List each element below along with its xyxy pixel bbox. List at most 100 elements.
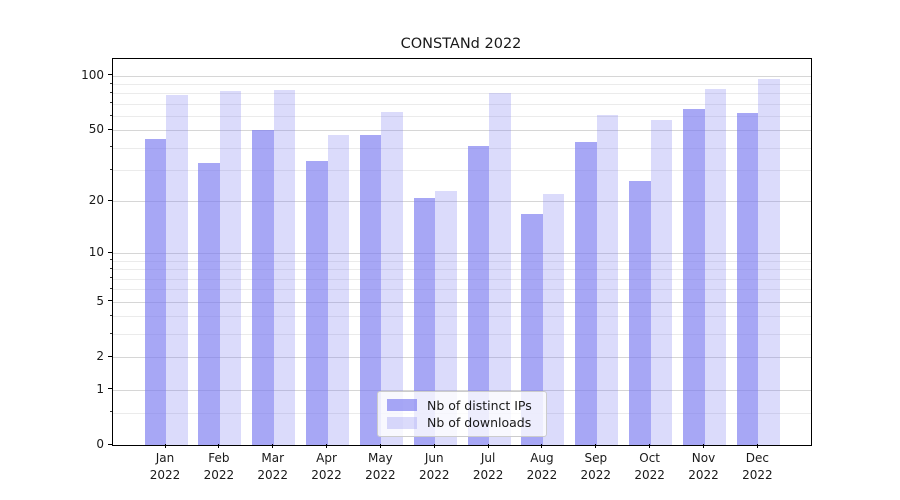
y-gridline-minor	[113, 84, 811, 86]
bar-downloads-may	[381, 112, 403, 445]
y-minor-tick-mark	[109, 168, 112, 170]
y-tick-mark	[108, 199, 112, 201]
bar-distinct-ips-nov	[683, 108, 705, 445]
bar-distinct-ips-jan	[144, 138, 166, 445]
legend-label-downloads: Nb of downloads	[427, 415, 532, 431]
y-gridline-minor	[113, 334, 811, 336]
bar-downloads-feb	[219, 91, 242, 445]
bar-distinct-ips-mar	[252, 130, 274, 445]
y-tick-label: 1	[96, 381, 104, 396]
y-tick-label: 2	[96, 349, 104, 364]
x-tick-label: Feb 2022	[203, 451, 235, 482]
bar-downloads-jan	[166, 95, 188, 445]
bar-downloads-mar	[273, 89, 296, 445]
y-tick-mark	[108, 251, 112, 253]
x-tick-mark	[164, 444, 166, 448]
x-tick-mark	[541, 444, 543, 448]
y-gridline-major	[113, 253, 811, 255]
bar-downloads-nov	[704, 88, 726, 445]
bar-distinct-ips-apr	[306, 160, 328, 445]
chart-title: CONSTANd 2022	[400, 36, 522, 52]
x-tick-label: Oct 2022	[634, 451, 665, 482]
x-tick-mark	[649, 444, 651, 448]
bar-distinct-ips-oct	[629, 181, 651, 445]
legend-swatch-downloads-icon	[387, 416, 417, 429]
x-tick-label: Sep 2022	[580, 451, 612, 482]
bar-distinct-ips-dec	[736, 113, 759, 445]
x-tick-mark	[379, 444, 381, 448]
y-gridline-minor	[113, 278, 811, 280]
bar-downloads-oct	[650, 120, 673, 445]
bar-downloads-apr	[327, 135, 350, 445]
x-tick-label: Nov 2022	[688, 451, 719, 482]
y-minor-tick-mark	[109, 277, 112, 279]
y-tick-label: 20	[88, 193, 104, 208]
legend-label-distinct-ips: Nb of distinct IPs	[427, 397, 532, 413]
y-minor-tick-mark	[109, 146, 112, 148]
x-tick-mark	[218, 444, 220, 448]
legend: Nb of distinct IPs Nb of downloads	[377, 391, 547, 437]
x-tick-label: May 2022	[365, 451, 396, 482]
y-gridline-minor	[113, 147, 811, 149]
y-gridline-minor	[113, 116, 811, 118]
y-minor-tick-mark	[109, 267, 112, 269]
legend-item-downloads: Nb of downloads	[387, 415, 537, 430]
bar-downloads-aug	[542, 194, 565, 445]
x-tick-mark	[703, 444, 704, 448]
y-minor-tick-mark	[109, 314, 112, 316]
legend-item-distinct-ips: Nb of distinct IPs	[387, 398, 537, 413]
x-tick-label: Jul 2022	[472, 451, 504, 482]
y-tick-label: 100	[81, 67, 104, 82]
y-gridline-minor	[113, 93, 811, 95]
y-tick-label: 5	[96, 293, 104, 308]
y-tick-mark	[108, 443, 112, 445]
y-gridline-minor	[113, 269, 811, 271]
y-tick-label: 0	[96, 437, 104, 451]
y-minor-tick-mark	[109, 332, 112, 334]
y-gridline-major	[113, 357, 811, 359]
y-minor-tick-mark	[109, 259, 112, 261]
x-tick-mark	[595, 444, 597, 448]
y-tick-mark	[108, 300, 112, 302]
bar-distinct-ips-may	[359, 135, 382, 445]
x-tick-label: Jan 2022	[149, 451, 181, 482]
y-minor-tick-mark	[109, 102, 112, 104]
y-tick-mark	[108, 355, 112, 357]
bar-downloads-jun	[435, 190, 457, 445]
bar-distinct-ips-feb	[198, 162, 220, 445]
x-tick-label: Apr 2022	[311, 451, 342, 482]
legend-swatch-distinct-ips-icon	[387, 399, 417, 412]
bar-distinct-ips-sep	[575, 142, 597, 445]
plot-area	[112, 58, 812, 446]
y-gridline-major	[113, 301, 811, 303]
y-minor-tick-mark	[109, 287, 112, 289]
y-minor-tick-mark	[109, 91, 112, 93]
x-tick-mark	[433, 444, 435, 448]
x-tick-mark	[487, 444, 489, 448]
y-minor-tick-mark	[109, 411, 112, 413]
y-gridline-minor	[113, 316, 811, 318]
bar-distinct-ips-jul	[467, 145, 490, 445]
y-tick-mark	[108, 388, 112, 390]
y-gridline-major	[113, 75, 811, 77]
y-gridline-minor	[113, 289, 811, 291]
x-tick-label: Aug 2022	[526, 451, 558, 482]
bar-downloads-jul	[489, 93, 511, 445]
x-tick-label: Dec 2022	[742, 451, 773, 482]
y-tick-mark	[108, 128, 112, 130]
x-tick-mark	[756, 444, 758, 448]
y-gridline-minor	[113, 170, 811, 172]
bar-downloads-dec	[758, 78, 780, 445]
y-tick-label: 50	[88, 122, 104, 137]
y-gridline-minor	[113, 103, 811, 105]
y-gridline-major	[113, 201, 811, 203]
y-gridline-minor	[113, 260, 811, 262]
bar-downloads-sep	[596, 114, 619, 445]
x-tick-label: Jun 2022	[418, 451, 450, 482]
x-tick-label: Mar 2022	[257, 451, 288, 482]
y-tick-mark	[108, 74, 112, 76]
x-tick-mark	[326, 444, 328, 448]
y-gridline-major	[113, 130, 811, 132]
y-minor-tick-mark	[109, 114, 112, 116]
bar-distinct-ips-aug	[521, 213, 543, 445]
